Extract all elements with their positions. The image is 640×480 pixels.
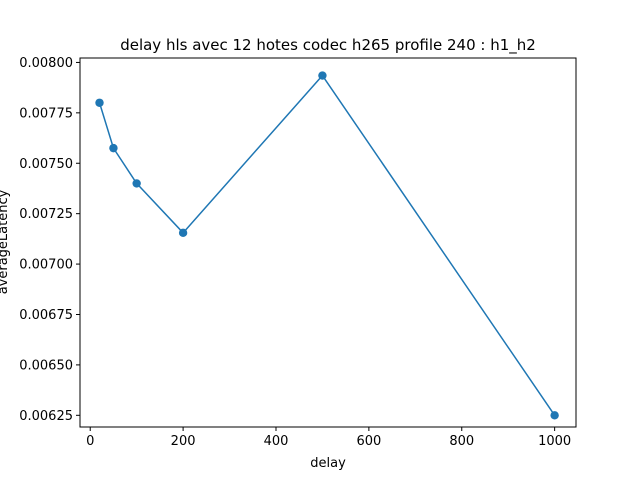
data-point [550,411,559,420]
chart-title: delay hls avec 12 hotes codec h265 profi… [120,36,536,55]
data-point [95,98,104,107]
y-tick-label: 0.00650 [19,358,73,373]
y-tick-label: 0.00625 [19,409,73,424]
series-line [98,74,556,416]
x-axis-label: delay [310,456,346,471]
y-axis-ticks: 0.00625 0.00650 0.00675 0.00700 0.00725 0.007… [19,56,80,424]
series-layer [95,71,559,420]
x-tick-label: 400 [264,434,289,449]
data-point [178,228,188,238]
y-tick-label: 0.00700 [19,258,73,273]
x-tick-label: 1000 [538,434,571,449]
x-axis-ticks: 0 200 400 600 800 1000 [86,427,571,449]
y-axis-label: averageLatency [0,189,11,294]
x-tick-label: 200 [171,434,196,449]
y-tick-label: 0.00775 [19,106,73,121]
data-point [318,71,327,80]
y-tick-label: 0.00800 [19,56,73,71]
x-tick-label: 600 [356,434,381,449]
data-point [132,179,141,188]
y-tick-label: 0.00675 [19,308,73,323]
x-tick-label: 0 [86,434,94,449]
y-tick-label: 0.00725 [19,207,73,222]
data-point [109,143,118,153]
y-tick-label: 0.00750 [19,157,73,172]
plot-area-frame [79,57,577,428]
x-tick-label: 800 [449,434,474,449]
